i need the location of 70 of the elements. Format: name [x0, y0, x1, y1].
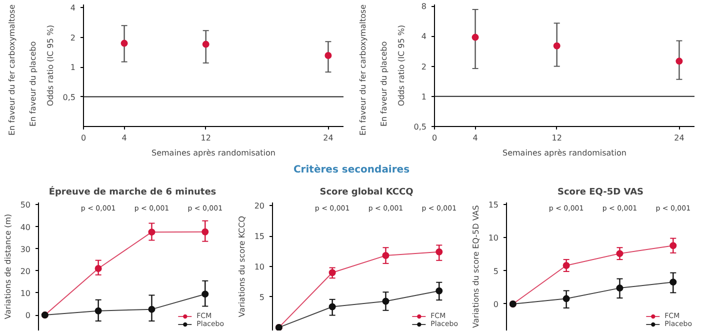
point — [553, 42, 560, 50]
y-tick-label: 20 — [254, 202, 265, 211]
point — [472, 34, 479, 41]
y-axis-title: Variations de distance (m) — [3, 214, 12, 320]
x-tick-label: 0 — [432, 134, 438, 142]
y-tick-label: 10 — [20, 288, 31, 298]
x-tick-label: 0 — [80, 134, 86, 142]
y-axis-title: Odds ratio (IC 95 %) — [46, 24, 55, 106]
y-tick-label: 15 — [254, 232, 265, 242]
point — [94, 264, 102, 272]
x-tick-label: 4 — [122, 134, 127, 142]
point — [436, 248, 443, 256]
y-axis-title: Odds ratio (IC 95 %) — [396, 24, 406, 106]
point — [120, 40, 128, 47]
point — [562, 262, 570, 269]
y-tick-label: 0 — [493, 300, 499, 309]
point — [382, 252, 390, 260]
y-tick-label: 10 — [488, 234, 499, 243]
x-tick-label: 12 — [200, 134, 211, 142]
text: En faveur du fer carboxymaltose — [358, 4, 368, 136]
text: Critères secondaires — [293, 164, 410, 176]
chart-title: Score global KCCQ — [320, 188, 414, 198]
y-tick-label: 5 — [493, 266, 499, 276]
point — [148, 306, 156, 313]
y-tick-label: 50 — [20, 200, 31, 210]
y-tick-label: 0,5 — [62, 92, 76, 102]
y-tick-label: 20 — [20, 266, 31, 276]
point — [436, 287, 443, 294]
point — [670, 278, 677, 286]
point — [324, 52, 332, 59]
y-tick-label: 0 — [25, 311, 31, 320]
text: En faveur du placebo — [28, 41, 38, 126]
y-tick-label: 1 — [421, 92, 427, 102]
point — [202, 40, 210, 48]
text: En faveur du placebo — [380, 41, 388, 126]
point — [670, 242, 677, 250]
x-axis-title: Semaines après randomisation — [152, 148, 276, 158]
x-tick-label: 4 — [472, 134, 478, 142]
y-axis-title: Variations du score EQ-5D VAS — [471, 205, 480, 328]
chart-title: Score EQ-5D VAS — [557, 188, 644, 198]
point — [94, 307, 102, 314]
point — [562, 295, 570, 302]
point — [328, 269, 336, 276]
y-tick-label: 30 — [20, 244, 31, 254]
y-tick-label: 15 — [488, 200, 499, 210]
y-axis-title: Variations du score KCCQ — [237, 216, 246, 318]
chart-title: Épreuve de marche de 6 minutes — [48, 186, 216, 198]
point — [382, 298, 390, 305]
y-tick-label: 40 — [20, 222, 31, 232]
x-tick-label: 24 — [674, 134, 684, 142]
y-tick-label: 4 — [70, 4, 76, 13]
x-axis-title: Semaines après randomisation — [502, 148, 627, 158]
y-tick-label: 4 — [421, 32, 427, 42]
point — [202, 228, 209, 236]
y-tick-label: 1 — [70, 63, 76, 72]
x-tick-label: 12 — [552, 134, 562, 142]
y-tick-label: 2 — [70, 33, 76, 42]
x-tick-label: 24 — [323, 134, 334, 142]
point — [676, 58, 683, 65]
y-tick-label: 8 — [421, 2, 427, 12]
point — [202, 290, 209, 298]
y-tick-label: 5 — [259, 292, 265, 302]
point — [148, 228, 156, 236]
point — [328, 303, 336, 310]
y-tick-label: 10 — [254, 262, 265, 272]
y-tick-label: 2 — [421, 62, 427, 72]
text: En faveur du fer carboxymaltose — [8, 4, 16, 136]
y-tick-label: 0,5 — [414, 122, 427, 132]
point — [616, 284, 624, 292]
point — [616, 250, 624, 258]
